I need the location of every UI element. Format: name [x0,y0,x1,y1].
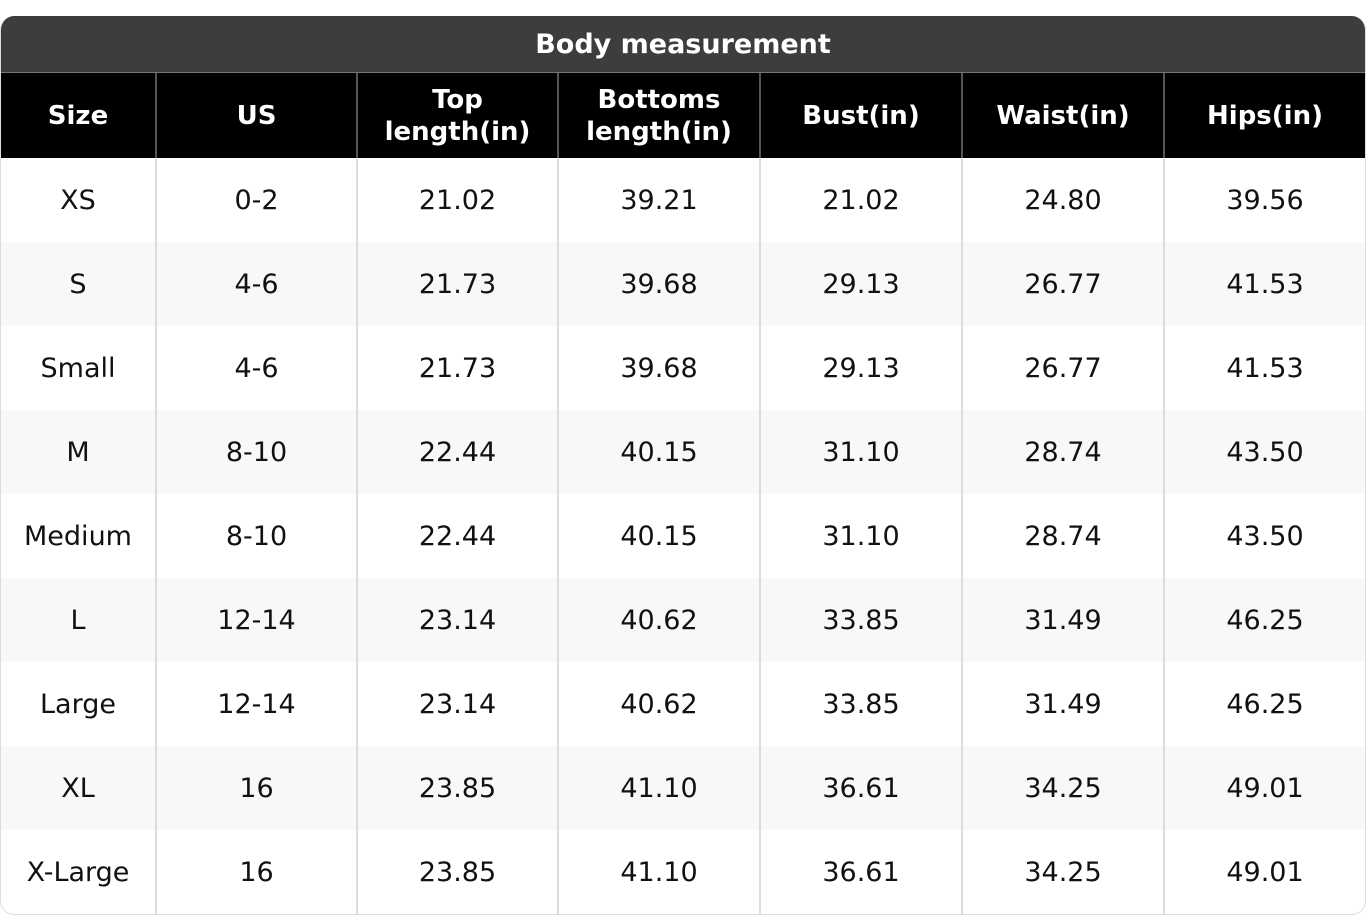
table-cell: 40.15 [557,494,760,578]
table-cell: XS [60,184,96,216]
column-header: Hips(in) [1163,73,1365,158]
table-cell: 31.10 [759,410,962,494]
table-cell: 34.25 [961,746,1164,830]
table-cell: 26.77 [961,242,1164,326]
table-cell: 36.61 [759,830,962,914]
column-header: Top length(in) [356,73,558,158]
table-title: Body measurement [1,16,1365,73]
table-cell: 46.25 [1163,578,1365,662]
table-cell: 41.10 [557,830,760,914]
table-cell: 8-10 [155,410,357,494]
table-cell: 21.73 [356,326,558,410]
column-header: Size [1,73,156,158]
size-chart: Body measurement Size US Top length(in) Bott… [0,16,1366,915]
table-cell: 22.44 [356,494,558,578]
table-cell: 36.61 [759,746,962,830]
table-cell: 12-14 [155,578,357,662]
table-cell: 40.62 [557,578,760,662]
table-row: Small 4-6 21.73 39.68 29.13 26.77 41.53 [1,326,1365,410]
table-cell: 34.25 [961,830,1164,914]
table-cell: 21.02 [356,158,558,242]
table-row: XL 16 23.85 41.10 36.61 34.25 49.01 [1,746,1365,830]
table-cell: 23.85 [356,830,558,914]
table-cell: 21.73 [356,242,558,326]
table-cell: 24.80 [961,158,1164,242]
header-row: Size US Top length(in) Bottoms length(in) Bust… [1,73,1365,158]
table-cell: M [1,410,156,494]
table-row: X-Large 16 23.85 41.10 36.61 34.25 49.01 [1,830,1365,914]
column-header: Bottoms length(in) [557,73,760,158]
table-cell: 23.14 [356,578,558,662]
table-cell: 39.21 [557,158,760,242]
table-cell: 31.10 [759,494,962,578]
table-cell: 16 [155,746,357,830]
table-cell: Medium [24,520,132,552]
table-cell: 28.74 [961,494,1164,578]
table-cell: 49.01 [1163,746,1365,830]
table-cell: 23.85 [356,746,558,830]
table-cell: 41.53 [1163,326,1365,410]
table-cell: 8-10 [155,494,357,578]
table-cell: 33.85 [759,662,962,746]
table-cell: 41.53 [1163,242,1365,326]
table-row: Large 12-14 23.14 40.62 33.85 31.49 46.25 [1,662,1365,746]
table-cell: 40.15 [557,410,760,494]
table-row: M 8-10 22.44 40.15 31.10 28.74 43.50 [1,410,1365,494]
table-cell: X-Large [26,856,130,888]
table-cell: 4-6 [155,242,357,326]
table-cell: 43.50 [1163,494,1365,578]
table-cell: 26.77 [961,326,1164,410]
table-cell: 43.50 [1163,410,1365,494]
table-cell: 0-2 [155,158,357,242]
table-cell: 29.13 [759,242,962,326]
table-cell: 21.02 [759,158,962,242]
table-cell: 4-6 [155,326,357,410]
table-cell: Large [40,688,116,720]
table-cell: 40.62 [557,662,760,746]
table-cell: S [1,242,156,326]
table-row: XS 0-2 21.02 39.21 21.02 24.80 39.56 [1,158,1365,242]
table-cell: 39.68 [557,326,760,410]
table-cell: 39.56 [1163,158,1365,242]
measurement-table: Size US Top length(in) Bottoms length(in) Bust… [1,73,1365,914]
table-cell: 33.85 [759,578,962,662]
table-cell: 22.44 [356,410,558,494]
table-cell: 46.25 [1163,662,1365,746]
table-cell: 16 [155,830,357,914]
table-cell: 12-14 [155,662,357,746]
table-cell: 31.49 [961,578,1164,662]
table-row: L 12-14 23.14 40.62 33.85 31.49 46.25 [1,578,1365,662]
table-cell: 39.68 [557,242,760,326]
table-cell: 49.01 [1163,830,1365,914]
table-row: S 4-6 21.73 39.68 29.13 26.77 41.53 [1,242,1365,326]
column-header: Waist(in) [961,73,1164,158]
table-cell: 23.14 [356,662,558,746]
table-cell: 31.49 [961,662,1164,746]
table-cell: L [1,578,156,662]
table-cell: 28.74 [961,410,1164,494]
column-header: US [155,73,357,158]
table-cell: XL [1,746,156,830]
table-cell: Small [40,352,116,384]
column-header: Bust(in) [759,73,962,158]
table-cell: 29.13 [759,326,962,410]
table-cell: 41.10 [557,746,760,830]
table-row: Medium 8-10 22.44 40.15 31.10 28.74 43.50 [1,494,1365,578]
